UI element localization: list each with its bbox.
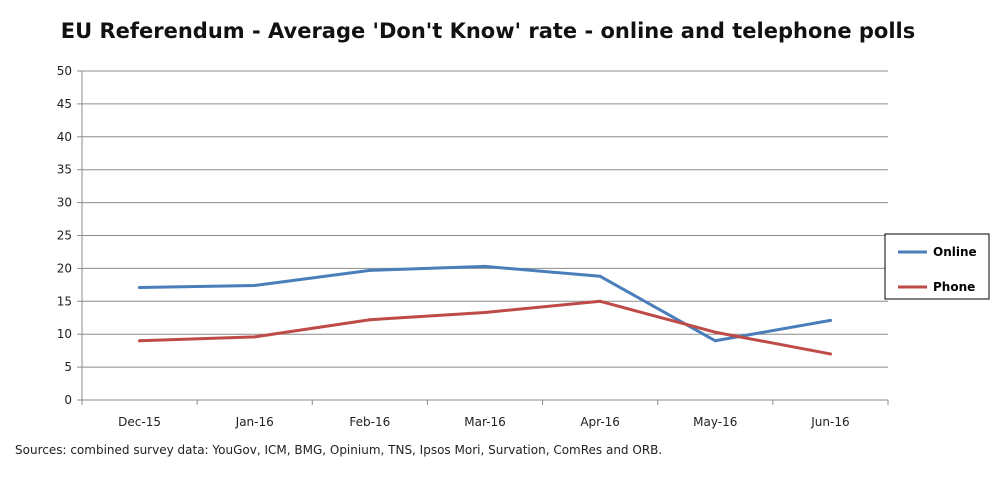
x-tick-label: Dec-15	[118, 415, 161, 429]
y-tick-label: 50	[57, 64, 72, 78]
y-tick-label: 15	[57, 294, 72, 308]
data-point-phone	[138, 339, 142, 343]
series-line-online	[138, 264, 832, 343]
x-tick-label: May-16	[693, 415, 737, 429]
data-point-phone	[483, 310, 487, 314]
x-tick-label: Jan-16	[235, 415, 274, 429]
y-tick-label: 25	[57, 229, 72, 243]
data-point-phone	[253, 335, 257, 339]
y-tick-label: 35	[57, 163, 72, 177]
data-point-online	[713, 339, 717, 343]
data-point-online	[828, 318, 832, 322]
x-tick-label: Jun-16	[810, 415, 849, 429]
data-point-online	[368, 268, 372, 272]
x-tick-label: Mar-16	[464, 415, 505, 429]
y-tick-label: 0	[64, 393, 72, 407]
data-point-phone	[598, 299, 602, 303]
y-tick-label: 5	[64, 360, 72, 374]
data-point-phone	[368, 318, 372, 322]
data-point-online	[598, 274, 602, 278]
source-note: Sources: combined survey data: YouGov, I…	[15, 443, 662, 457]
series-lines	[138, 264, 832, 356]
y-tick-label: 10	[57, 327, 72, 341]
data-point-online	[253, 284, 257, 288]
data-point-phone	[713, 330, 717, 334]
data-point-online	[483, 264, 487, 268]
data-point-phone	[828, 352, 832, 356]
legend: Online Phone	[884, 233, 990, 300]
x-tick-labels: Dec-15 Jan-16 Feb-16 Mar-16 Apr-16 May-16 Jun-…	[118, 415, 849, 429]
y-tick-label: 40	[57, 130, 72, 144]
x-tick-label: Feb-16	[349, 415, 390, 429]
series-line-phone	[138, 299, 832, 356]
legend-label-phone: Phone	[933, 280, 975, 294]
y-tick-label: 45	[57, 97, 72, 111]
data-point-online	[138, 285, 142, 289]
y-tick-label: 30	[57, 196, 72, 210]
y-tick-labels: 0 5 10 15 20 25 30 35 40 45 50	[57, 64, 72, 407]
chart-title: EU Referendum - Average 'Don't Know' rat…	[61, 19, 916, 43]
gridlines	[77, 70, 889, 405]
legend-label-online: Online	[933, 245, 977, 259]
x-tick-label: Apr-16	[580, 415, 620, 429]
y-tick-label: 20	[57, 261, 72, 275]
